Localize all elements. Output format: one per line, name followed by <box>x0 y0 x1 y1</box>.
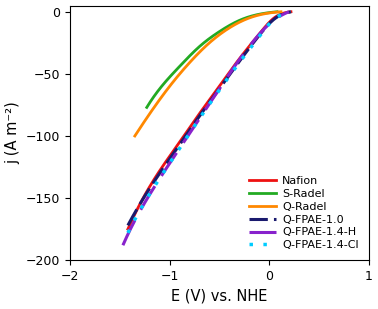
S-Radel <box>254 13 259 17</box>
Q-FPAE-1.4-H <box>219 84 223 88</box>
S-Radel <box>222 27 226 30</box>
Nafion <box>263 25 268 28</box>
Line: S-Radel: S-Radel <box>147 12 277 108</box>
Legend: Nafion, S-Radel, Q-Radel, Q-FPAE-1.0, Q-FPAE-1.4-H, Q-FPAE-1.4-Cl: Nafion, S-Radel, Q-Radel, Q-FPAE-1.0, Q-… <box>244 172 363 255</box>
Q-FPAE-1.0 <box>273 16 278 20</box>
Q-FPAE-1.0 <box>225 75 230 79</box>
Q-FPAE-1.4-Cl <box>263 27 268 30</box>
Q-FPAE-1.4-Cl <box>222 81 227 85</box>
Q-FPAE-1.4-Cl <box>225 77 230 80</box>
Q-Radel <box>219 32 224 35</box>
Q-FPAE-1.4-H <box>121 242 126 246</box>
Q-FPAE-1.4-H <box>220 83 224 87</box>
Y-axis label: j (A m⁻²): j (A m⁻²) <box>6 101 20 164</box>
Q-FPAE-1.4-H <box>260 28 265 32</box>
Q-FPAE-1.4-Cl <box>125 231 130 235</box>
Q-FPAE-1.4-Cl <box>126 230 131 234</box>
Q-Radel <box>256 13 260 17</box>
Line: Q-FPAE-1.4-H: Q-FPAE-1.4-H <box>123 12 289 245</box>
Q-FPAE-1.4-Cl <box>223 80 227 84</box>
Line: Q-Radel: Q-Radel <box>135 12 281 136</box>
Nafion <box>126 226 131 230</box>
Nafion <box>222 78 227 81</box>
Q-FPAE-1.4-H <box>222 79 227 83</box>
Q-Radel <box>265 11 270 15</box>
S-Radel <box>224 25 229 29</box>
Nafion <box>125 227 130 231</box>
Q-Radel <box>133 133 138 137</box>
Nafion <box>273 15 278 19</box>
Nafion <box>223 77 227 80</box>
S-Radel <box>263 11 267 15</box>
Q-Radel <box>222 29 226 33</box>
Nafion <box>289 10 293 14</box>
Nafion <box>225 73 230 77</box>
Q-Radel <box>279 10 283 14</box>
Q-FPAE-1.0 <box>222 80 227 84</box>
Q-FPAE-1.0 <box>263 26 268 30</box>
S-Radel <box>275 10 279 14</box>
Q-Radel <box>220 31 224 35</box>
Q-FPAE-1.4-Cl <box>273 16 278 20</box>
Q-FPAE-1.0 <box>289 10 293 14</box>
Line: Q-FPAE-1.0: Q-FPAE-1.0 <box>128 12 291 225</box>
S-Radel <box>144 106 149 109</box>
Q-FPAE-1.0 <box>126 222 131 226</box>
S-Radel <box>222 27 226 31</box>
X-axis label: E (V) vs. NHE: E (V) vs. NHE <box>171 288 268 303</box>
Q-FPAE-1.0 <box>125 223 130 227</box>
Q-FPAE-1.4-H <box>287 10 291 14</box>
Line: Nafion: Nafion <box>128 12 291 229</box>
Q-FPAE-1.4-H <box>271 19 276 23</box>
S-Radel <box>145 105 149 108</box>
Q-FPAE-1.0 <box>223 79 227 83</box>
Q-FPAE-1.4-H <box>121 243 125 247</box>
Line: Q-FPAE-1.4-Cl: Q-FPAE-1.4-Cl <box>128 12 291 233</box>
Q-Radel <box>133 134 137 138</box>
Q-FPAE-1.4-Cl <box>289 10 293 14</box>
